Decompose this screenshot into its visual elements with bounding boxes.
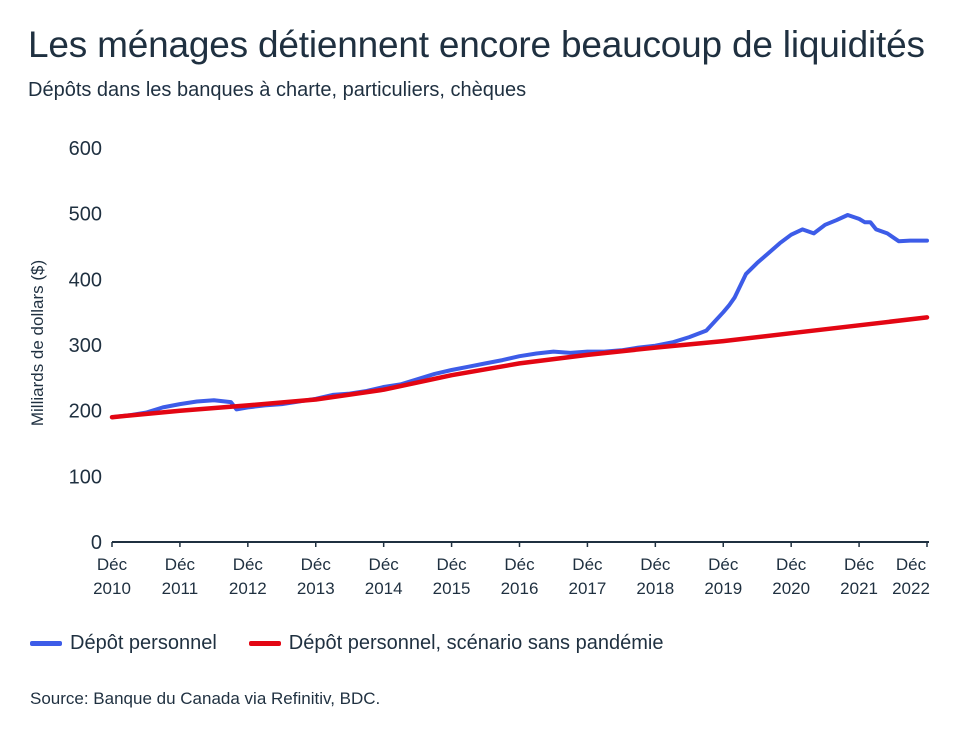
x-tick-label-month: Déc bbox=[844, 555, 875, 574]
legend-item-series-2: Dépôt personnel, scénario sans pandémie bbox=[248, 632, 664, 655]
legend-label-series-2: Dépôt personnel, scénario sans pandémie bbox=[288, 632, 664, 654]
x-tick-label-year: 2020 bbox=[772, 579, 810, 598]
y-tick-label: 400 bbox=[69, 269, 102, 291]
x-tick-label-month: Déc bbox=[572, 555, 603, 574]
legend-swatch-series-2 bbox=[248, 641, 281, 646]
y-tick-label: 0 bbox=[91, 532, 102, 554]
x-tick-label-year: 2015 bbox=[433, 579, 471, 598]
y-tick-label: 300 bbox=[69, 335, 102, 357]
legend-label-series-1: Dépôt personnel bbox=[70, 632, 217, 654]
x-tick-label-year: 2012 bbox=[229, 579, 267, 598]
y-tick-label: 100 bbox=[69, 466, 102, 488]
x-tick-label-month: Déc bbox=[436, 555, 467, 574]
x-tick-label-year: 2022 bbox=[892, 579, 930, 598]
x-tick-label-year: 2014 bbox=[365, 579, 403, 598]
chart-subtitle: Dépôts dans les banques à charte, partic… bbox=[28, 79, 527, 101]
legend: Dépôt personnel Dépôt personnel, scénari… bbox=[30, 632, 695, 655]
x-tick-label-month: Déc bbox=[301, 555, 332, 574]
x-tick-label-month: Déc bbox=[369, 555, 400, 574]
x-tick-label-month: Déc bbox=[776, 555, 807, 574]
y-tick-label: 200 bbox=[69, 401, 102, 423]
series-line-scenario-sans-pandemie bbox=[109, 315, 930, 420]
x-tick-label-month: Déc bbox=[504, 555, 535, 574]
x-tick-label-year: 2018 bbox=[636, 579, 674, 598]
x-tick-label-month: Déc bbox=[708, 555, 739, 574]
series-line-depot-personnel bbox=[110, 213, 929, 420]
x-tick-label-year: 2017 bbox=[569, 579, 607, 598]
x-tick-label-month: Déc bbox=[640, 555, 671, 574]
x-tick-label-month: Déc bbox=[165, 555, 196, 574]
source-note: Source: Banque du Canada via Refinitiv, … bbox=[30, 689, 381, 708]
x-tick-label-year: 2011 bbox=[162, 579, 199, 598]
y-tick-label: 500 bbox=[69, 204, 102, 226]
y-axis-label: Milliards de dollars ($) bbox=[28, 260, 47, 426]
x-tick-label-month: Déc bbox=[896, 555, 927, 574]
x-tick-label-year: 2010 bbox=[93, 579, 131, 598]
x-tick-label-year: 2019 bbox=[704, 579, 742, 598]
legend-item-series-1: Dépôt personnel bbox=[30, 632, 217, 655]
x-tick-label-month: Déc bbox=[233, 555, 264, 574]
legend-swatch-series-1 bbox=[30, 641, 62, 646]
chart-title: Les ménages détiennent encore beaucoup d… bbox=[28, 24, 925, 65]
x-tick-label-year: 2016 bbox=[501, 579, 539, 598]
x-tick-label-month: Déc bbox=[97, 555, 128, 574]
x-tick-label-year: 2021 bbox=[840, 579, 878, 598]
y-tick-label: 600 bbox=[69, 138, 102, 160]
x-tick-label-year: 2013 bbox=[297, 579, 335, 598]
line-chart: Milliards de dollars ($) 0 100 200 300 400 500… bbox=[28, 138, 930, 598]
